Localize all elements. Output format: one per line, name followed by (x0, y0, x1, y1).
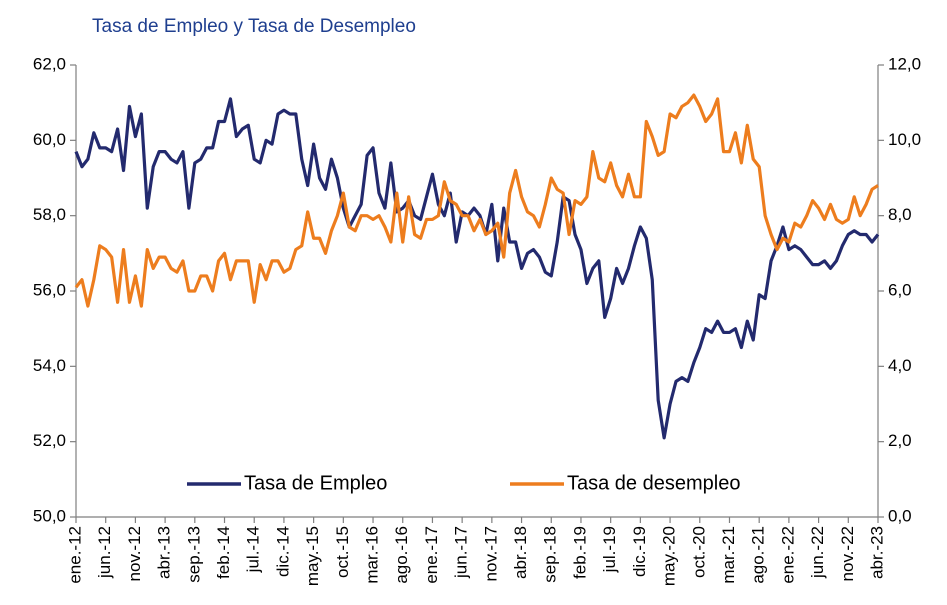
x-tick-label: jul.-14 (244, 526, 263, 573)
y2-tick-label: 0,0 (888, 506, 912, 525)
x-tick-label: feb.-14 (214, 526, 233, 579)
x-tick-label: abr.-23 (867, 526, 886, 579)
x-tick-label: nov.-17 (481, 526, 500, 581)
y-tick-label: 52,0 (33, 431, 66, 450)
series-line (74, 93, 879, 308)
chart-title: Tasa de Empleo y Tasa de Desempleo (92, 16, 416, 37)
x-tick-label: may.-15 (303, 526, 322, 586)
x-tick-label: ago.-16 (392, 526, 411, 584)
x-tick-label: sep.-13 (184, 526, 203, 583)
y2-tick-label: 2,0 (888, 431, 912, 450)
y2-tick-label: 12,0 (888, 54, 921, 73)
x-tick-label: oct.-15 (333, 526, 352, 578)
x-tick-label: dic.-19 (630, 526, 649, 577)
x-tick-label: ago.-21 (749, 526, 768, 584)
x-tick-label: oct.-20 (689, 526, 708, 578)
x-tick-label: dic.-14 (273, 526, 292, 577)
x-tick-label: feb.-19 (570, 526, 589, 579)
y2-tick-label: 10,0 (888, 130, 921, 149)
y-tick-label: 54,0 (33, 356, 66, 375)
x-tick-label: jun.-12 (95, 526, 114, 579)
y-tick-label: 58,0 (33, 205, 66, 224)
legend-label: Tasa de desempleo (567, 472, 740, 494)
y2-tick-label: 4,0 (888, 356, 912, 375)
x-tick-label: jun.-17 (452, 526, 471, 579)
x-tick-label: abr.-18 (511, 526, 530, 579)
x-tick-label: ene.-12 (65, 526, 84, 584)
x-tick-label: jun.-22 (808, 526, 827, 579)
x-tick-label: sep.-18 (541, 526, 560, 583)
series-line (74, 97, 880, 440)
x-tick-label: jul.-19 (600, 526, 619, 573)
x-tick-label: ene.-17 (422, 526, 441, 584)
y-tick-label: 62,0 (33, 54, 66, 73)
legend-label: Tasa de Empleo (244, 472, 387, 494)
x-tick-label: nov.-12 (125, 526, 144, 581)
x-tick-label: mar.-21 (719, 526, 738, 584)
y-tick-label: 50,0 (33, 506, 66, 525)
y-tick-label: 60,0 (33, 130, 66, 149)
y2-tick-label: 6,0 (888, 280, 912, 299)
x-tick-label: ene.-22 (778, 526, 797, 584)
y-tick-label: 56,0 (33, 280, 66, 299)
x-tick-label: mar.-16 (363, 526, 382, 584)
x-tick-label: may.-20 (660, 526, 679, 586)
x-tick-label: abr.-13 (155, 526, 174, 579)
x-tick-label: nov.-22 (838, 526, 857, 581)
y2-tick-label: 8,0 (888, 205, 912, 224)
